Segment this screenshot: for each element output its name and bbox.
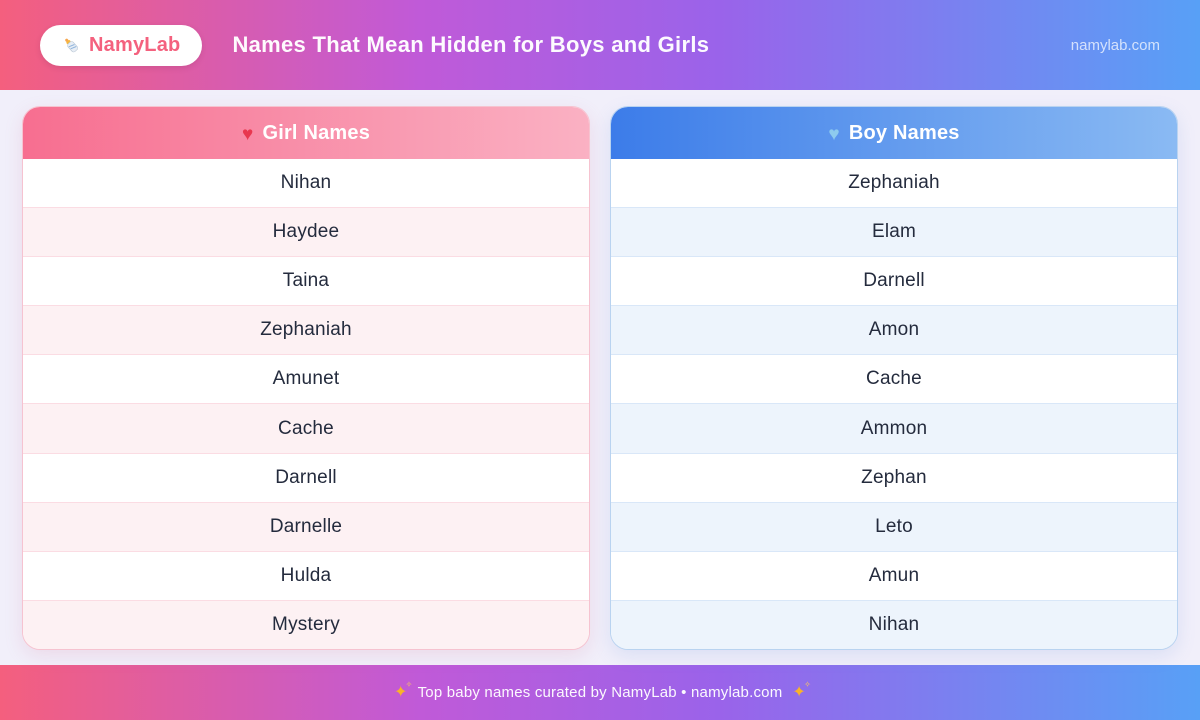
table-row: Zephan (611, 453, 1177, 503)
girl-names-title: Girl Names (262, 121, 371, 144)
name-cell: Darnell (863, 270, 925, 292)
table-row: Nihan (23, 159, 589, 209)
table-row: Ammon (611, 404, 1177, 454)
site-url[interactable]: namylab.com (1070, 36, 1160, 54)
name-cell: Leto (875, 515, 913, 537)
table-row: Elam (611, 208, 1177, 258)
name-cell: Zephaniah (260, 319, 352, 341)
footer-bar: ✦ Top baby names curated by NamyLab • na… (0, 665, 1200, 720)
table-row: Cache (611, 355, 1177, 405)
table-row: Darnell (611, 257, 1177, 307)
name-cell: Darnell (275, 466, 337, 488)
table-row: Haydee (23, 208, 589, 258)
name-cell: Taina (282, 270, 330, 292)
table-row: Darnell (23, 453, 589, 503)
table-row: Amon (611, 306, 1177, 356)
name-cell: Elam (871, 221, 917, 243)
table-row: Amun (611, 551, 1177, 601)
boy-names-title: Boy Names (848, 121, 960, 144)
page-title: Names That Mean Hidden for Boys and Girl… (232, 32, 710, 57)
name-cell: Cache (278, 417, 334, 439)
table-row: Nihan (611, 600, 1177, 649)
name-cell: Mystery (272, 613, 340, 635)
name-cell: Amun (868, 564, 920, 586)
name-cell: Hulda (280, 564, 332, 586)
sparkles-icon: ✦ (792, 681, 810, 701)
name-cell: Amunet (272, 368, 340, 390)
name-cell: Zephaniah (848, 172, 940, 194)
table-row: Darnelle (23, 502, 589, 552)
girl-names-header: ♥ Girl Names (23, 107, 589, 159)
boy-names-header: ♥ Boy Names (611, 107, 1177, 159)
table-row: Leto (611, 502, 1177, 552)
table-row: Zephaniah (23, 306, 589, 356)
blue-heart-icon: ♥ (828, 123, 840, 145)
girl-names-card: ♥ Girl Names Nihan Haydee Taina Zephania… (22, 106, 590, 650)
table-row: Mystery (23, 600, 589, 649)
girl-names-list: Nihan Haydee Taina Zephaniah Amunet (23, 159, 589, 649)
boy-names-list: Zephaniah Elam Darnell Amon Cache (611, 159, 1177, 649)
table-row: Hulda (23, 551, 589, 601)
name-cell: Cache (866, 368, 922, 390)
name-cell: Ammon (860, 417, 928, 439)
table-row: Zephaniah (611, 159, 1177, 209)
table-row: Taina (23, 257, 589, 307)
red-heart-icon: ♥ (241, 123, 254, 145)
boy-names-card: ♥ Boy Names Zephaniah Elam Darnell Amon (610, 106, 1178, 650)
name-cell: Haydee (272, 221, 340, 243)
footer-text: Top baby names curated by NamyLab • namy… (417, 684, 783, 701)
name-cell: Darnelle (269, 515, 343, 537)
name-cell: Zephan (861, 466, 927, 488)
baby-bottle-icon (62, 36, 81, 55)
table-row: Amunet (23, 355, 589, 405)
name-cell: Nihan (868, 613, 920, 635)
main-content: ♥ Girl Names Nihan Haydee Taina Zephania… (0, 90, 1200, 665)
name-cell: Nihan (280, 172, 332, 194)
top-banner: NamyLab Names That Mean Hidden for Boys … (0, 0, 1200, 90)
name-cell: Amon (868, 319, 920, 341)
logo-text: NamyLab (89, 33, 181, 56)
table-row: Cache (23, 404, 589, 454)
sparkles-icon: ✦ (394, 681, 412, 701)
namylab-logo-pill[interactable]: NamyLab (40, 24, 203, 66)
